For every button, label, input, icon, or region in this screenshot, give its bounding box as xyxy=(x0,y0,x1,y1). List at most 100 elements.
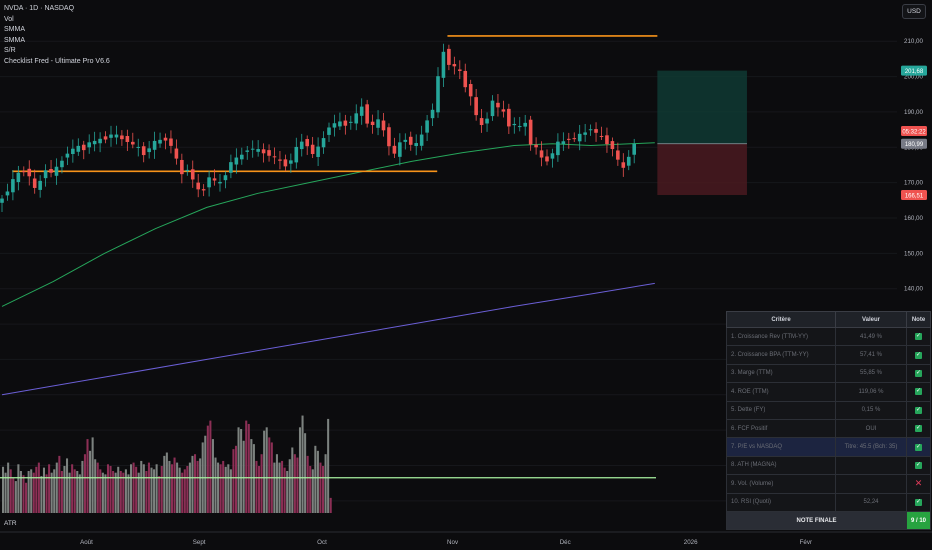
candle-body xyxy=(43,170,48,179)
candle-body xyxy=(98,138,102,144)
candle-body xyxy=(316,146,320,157)
smma-line xyxy=(1,282,655,396)
candle-body xyxy=(299,141,304,150)
criterion-label: 8. ATH (MAGNA) xyxy=(726,455,836,476)
candle-body xyxy=(245,150,250,152)
volume-bar xyxy=(30,469,33,513)
volume-bar xyxy=(71,464,74,513)
volume-bar xyxy=(96,462,99,513)
indicator-smma-1[interactable]: SMMA xyxy=(4,26,25,34)
stop-zone xyxy=(657,143,747,195)
price-tick-label: 140,00 xyxy=(904,286,923,293)
volume-bar xyxy=(35,466,38,513)
volume-bar xyxy=(83,454,86,513)
volume-bar xyxy=(14,481,17,513)
volume-bar xyxy=(63,465,66,513)
candle-body xyxy=(501,109,506,112)
indicator-sr[interactable]: S/R xyxy=(4,47,16,55)
support-resistance-lines xyxy=(12,35,658,173)
criterion-label: 6. FCF Positif xyxy=(726,418,836,439)
volume-bar xyxy=(252,444,255,513)
volume-bar xyxy=(296,457,299,513)
volume-bar xyxy=(158,476,161,513)
candle-body xyxy=(517,126,522,128)
candle-body xyxy=(605,135,609,145)
criterion-label: 1. Croissance Rev (TTM-YY) xyxy=(726,326,836,347)
time-tick-label: Août xyxy=(80,539,93,546)
volume-bar xyxy=(245,420,248,513)
candle-body xyxy=(11,179,15,193)
criterion-label: 2. Croissance BPA (TTM-YY) xyxy=(726,345,836,365)
price-label-badge xyxy=(901,126,927,137)
volume-bar xyxy=(53,469,56,513)
header-valeur: Valeur xyxy=(835,311,907,328)
volume-bar xyxy=(273,462,276,513)
checklist-row: 3. Marge (TTM) 55,85 % ✓ xyxy=(726,363,932,384)
volume-bar xyxy=(293,454,296,513)
volume-bar xyxy=(132,462,135,513)
candle-body xyxy=(0,198,4,203)
checklist-row: 2. Croissance BPA (TTM-YY) 57,41 % ✓ xyxy=(726,345,932,365)
currency-button[interactable]: USD xyxy=(902,4,926,19)
volume-bar xyxy=(4,472,7,513)
indicator-checklist[interactable]: Checklist Fred - Ultimate Pro V6.6 xyxy=(4,57,110,65)
volume-bar xyxy=(12,477,15,513)
volume-bar xyxy=(7,462,10,513)
final-score-row: NOTE FINALE 9 / 10 xyxy=(726,510,932,531)
price-label-text: 05:32:22 xyxy=(902,129,926,135)
volume-bar xyxy=(281,460,284,513)
candle-body xyxy=(120,135,124,140)
volume-bar xyxy=(196,460,199,513)
volume-bar xyxy=(32,472,35,513)
volume-bar xyxy=(186,465,189,513)
volume-bar xyxy=(60,471,63,513)
candle-body xyxy=(71,148,75,154)
indicator-smma-2[interactable]: SMMA xyxy=(4,36,25,44)
volume-bar xyxy=(219,464,222,513)
candle-body xyxy=(408,136,413,145)
candle-body xyxy=(534,144,538,148)
volume-bar xyxy=(89,450,92,513)
candle-body xyxy=(185,169,190,172)
candle-body xyxy=(207,177,211,188)
indicator-vol[interactable]: Vol xyxy=(4,15,14,23)
check-icon: ✓ xyxy=(905,363,932,384)
volume-bar xyxy=(153,469,156,513)
candle-body xyxy=(92,140,97,145)
check-icon: ✓ xyxy=(905,382,932,402)
volume-bars xyxy=(0,415,656,513)
volume-bar xyxy=(66,458,69,513)
candle-body xyxy=(479,118,484,126)
price-tick-label: 200,00 xyxy=(904,74,923,81)
candle-body xyxy=(87,142,91,148)
criterion-value: 55,85 % xyxy=(835,363,907,384)
volume-bar xyxy=(58,455,61,513)
checklist-row: 9. Vol. (Volume) ✕ xyxy=(726,474,932,494)
volume-bar xyxy=(329,497,332,513)
candle-body xyxy=(392,145,397,154)
candle-body xyxy=(545,156,549,162)
volume-bar xyxy=(316,450,319,513)
candle-body xyxy=(343,120,348,126)
candle-body xyxy=(419,134,424,146)
volume-bar xyxy=(76,471,79,513)
symbol-title[interactable]: NVDA · 1D · NASDAQ xyxy=(4,5,75,12)
time-axis: Août Sept Oct Nov Déc 2026 Févr xyxy=(0,531,932,546)
volume-bar xyxy=(40,476,43,513)
volume-bar xyxy=(37,462,40,513)
candle-body xyxy=(169,138,173,146)
check-icon: ✓ xyxy=(905,455,932,476)
check-icon: ✓ xyxy=(905,400,932,420)
criterion-label: 7. P/E vs NASDAQ xyxy=(726,437,836,457)
candle-body xyxy=(305,139,309,147)
candle-body xyxy=(452,64,457,67)
volume-bar xyxy=(260,454,263,513)
volume-bar xyxy=(311,469,314,513)
criterion-value: 41,49 % xyxy=(835,326,907,347)
volume-bar xyxy=(91,437,94,513)
final-score-label: NOTE FINALE xyxy=(726,510,907,531)
candle-body xyxy=(577,133,582,142)
volume-bar xyxy=(283,467,286,513)
atr-pane-label[interactable]: ATR xyxy=(4,520,17,527)
